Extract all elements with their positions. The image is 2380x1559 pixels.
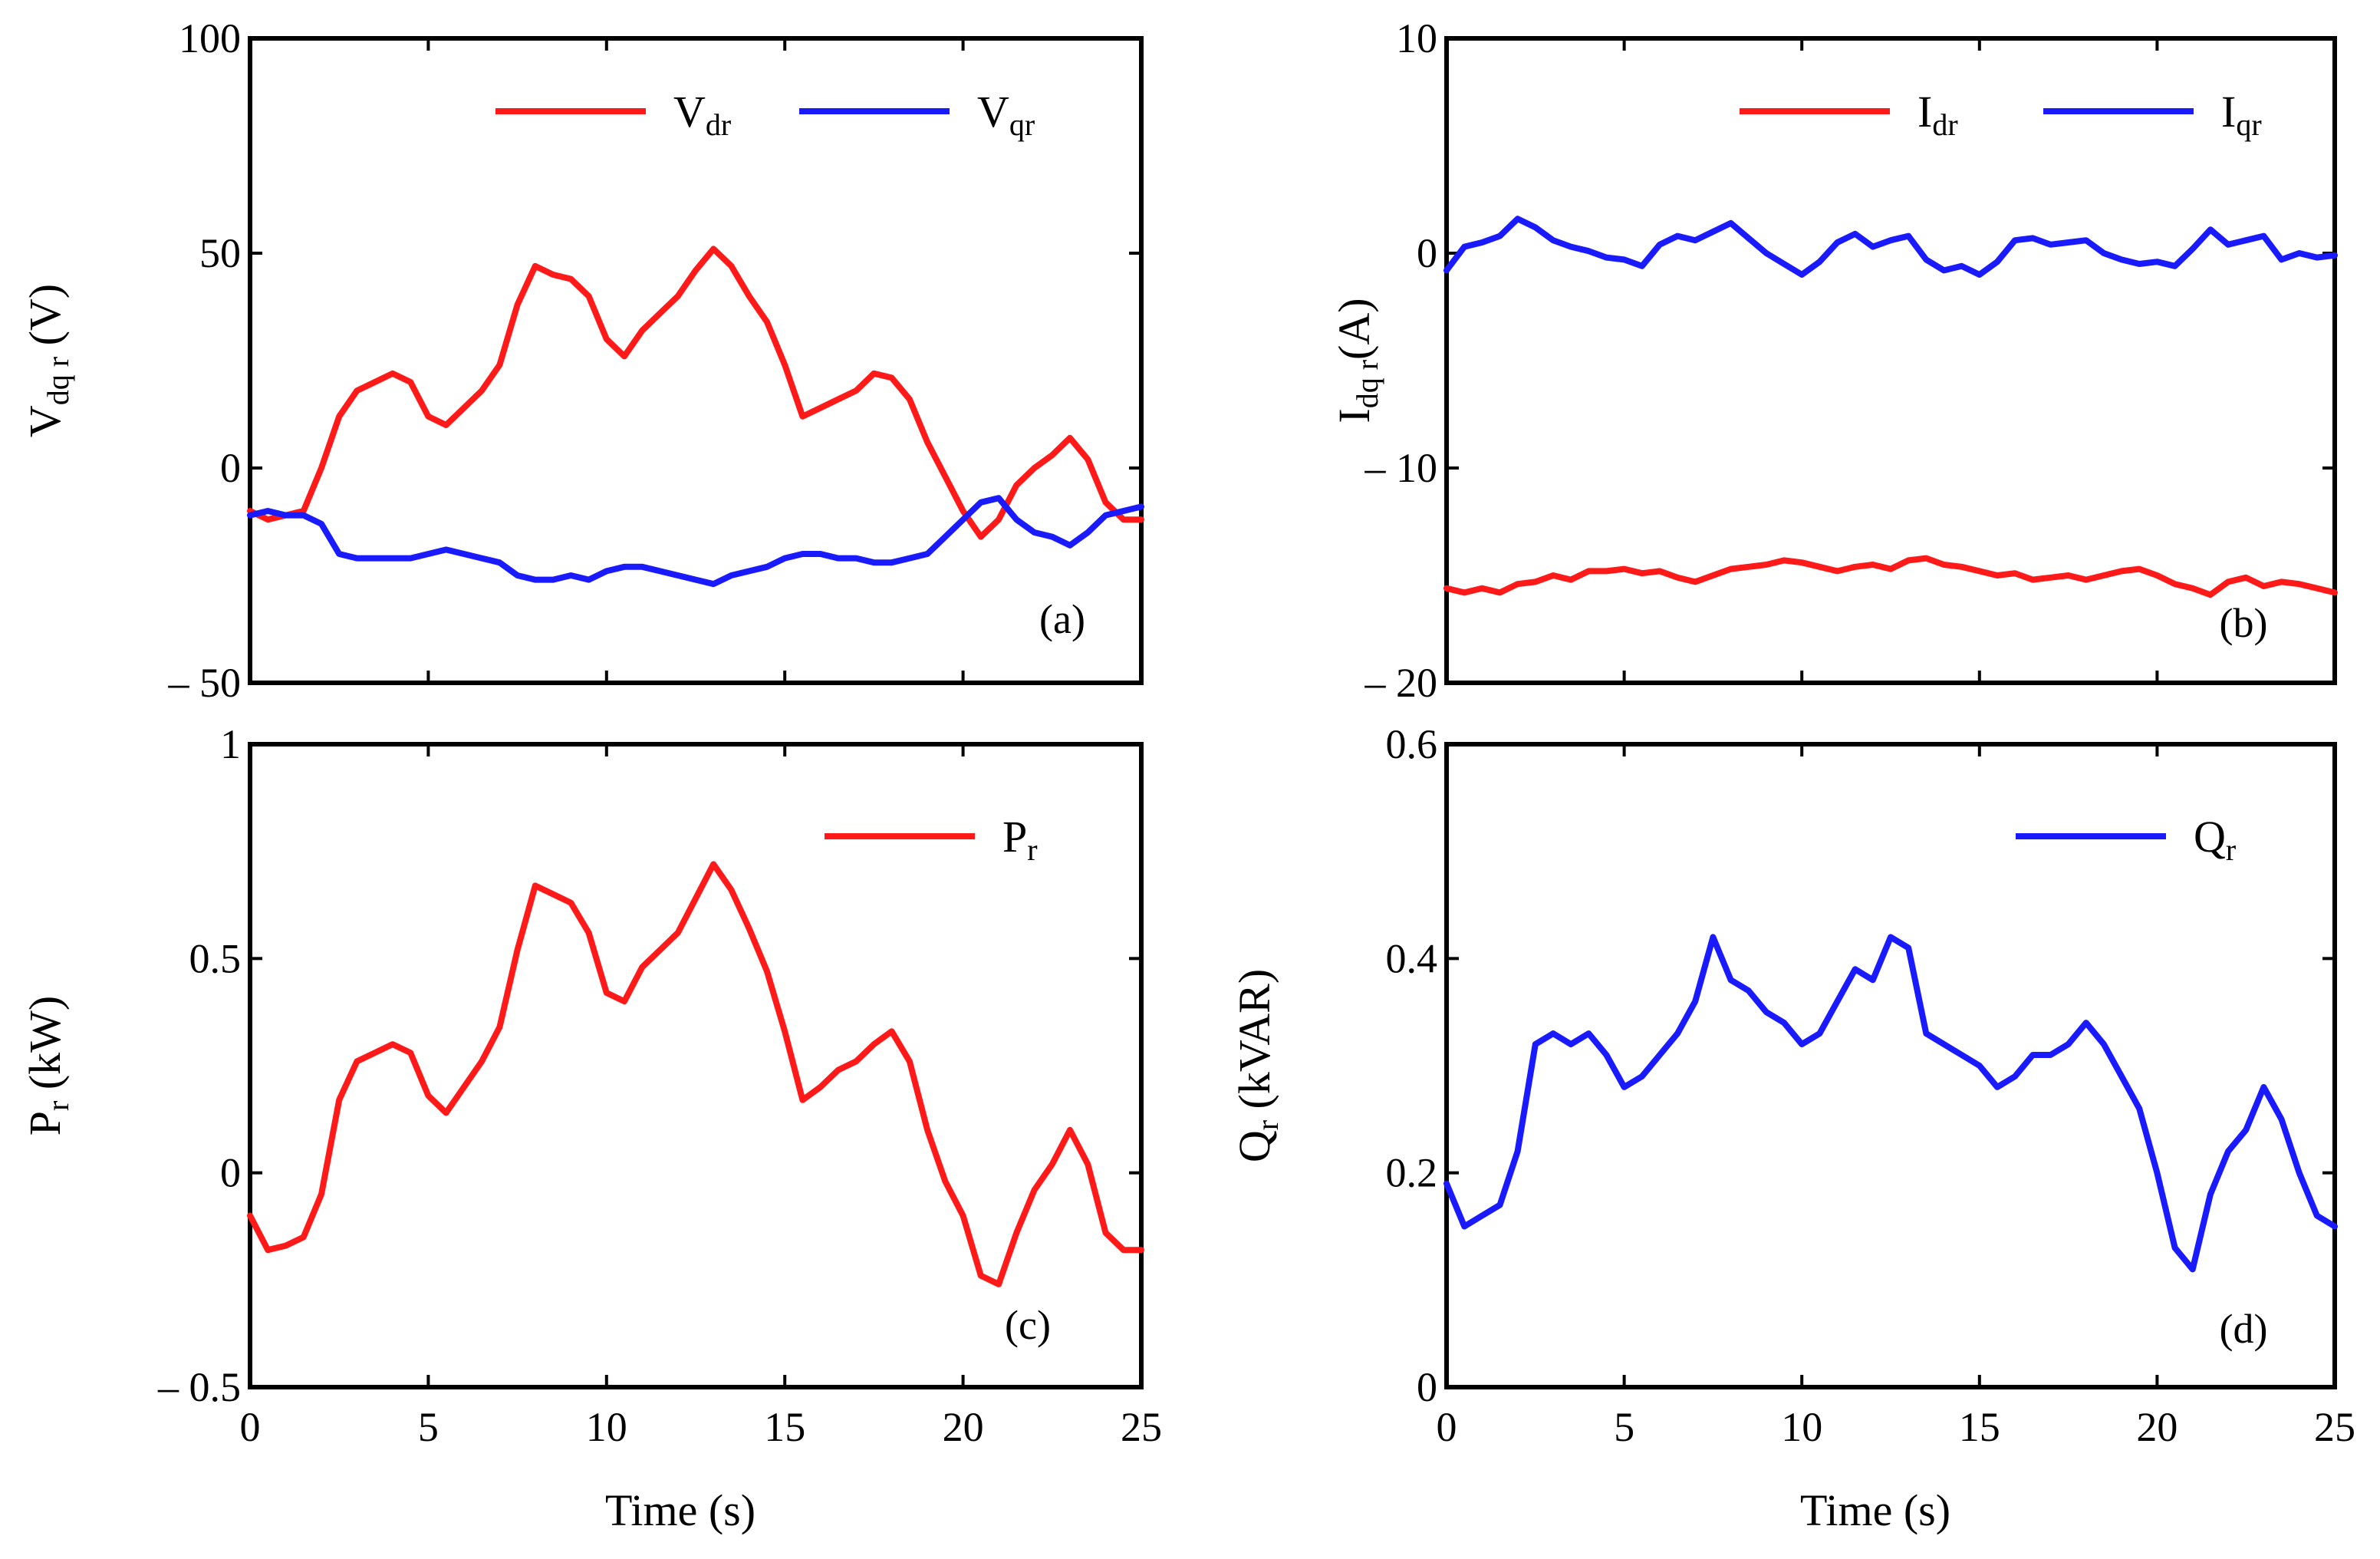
panel-label: (b) xyxy=(2220,600,2268,646)
x-tick-label: 20 xyxy=(943,1404,984,1450)
x-tick-label: 15 xyxy=(1959,1404,2000,1450)
x-tick-label: 10 xyxy=(586,1404,627,1450)
series-line-vqr xyxy=(247,495,1144,588)
axes-frame xyxy=(1444,742,2337,1389)
panel-b: 10 0 – 10 – 20 Idq r(A) Idr Iqr (b) xyxy=(1329,15,2338,706)
panel-label: (a) xyxy=(1039,596,1085,642)
x-tick-label: 25 xyxy=(2314,1404,2355,1450)
series-line-pr xyxy=(247,861,1144,1287)
axes-frame xyxy=(248,36,1144,685)
y-tick-label: 0.4 xyxy=(1386,935,1438,981)
x-tick-label: 25 xyxy=(1121,1404,1162,1450)
legend-entry: Vqr xyxy=(977,87,1035,142)
x-tick-label: 5 xyxy=(418,1404,439,1450)
y-tick-label: – 0.5 xyxy=(157,1364,241,1410)
legend-entry: Qr xyxy=(2194,812,2236,867)
y-axis-label: Qr (kVAR) xyxy=(1230,969,1285,1162)
x-tick-label: 0 xyxy=(240,1404,261,1450)
y-tick-label: 0 xyxy=(1417,230,1437,276)
x-axis-label: Time (s) xyxy=(1800,1485,1950,1535)
x-tick-label: 20 xyxy=(2136,1404,2178,1450)
x-tick-label: 10 xyxy=(1781,1404,1822,1450)
y-tick-label: 0.5 xyxy=(189,935,242,981)
y-tick-label: – 50 xyxy=(168,660,242,706)
panel-a: 100 50 0 – 50 Vdq r (V) Vdr Vqr (a) xyxy=(20,15,1144,706)
series-line-qr xyxy=(1443,934,2338,1273)
panel-label: (c) xyxy=(1005,1302,1051,1348)
y-tick-label: 50 xyxy=(199,230,241,276)
legend-entry: Idr xyxy=(1917,87,1958,142)
y-axis-label: Pr (kW) xyxy=(20,996,75,1135)
y-tick-label: – 10 xyxy=(1364,445,1438,491)
y-tick-label: 0 xyxy=(220,445,241,491)
y-tick-label: 1 xyxy=(220,721,241,767)
y-axis-label: Idq r(A) xyxy=(1329,298,1384,423)
y-tick-label: 0 xyxy=(1417,1364,1437,1410)
series-line-vdr xyxy=(247,246,1144,540)
series-line-idr xyxy=(1443,555,2338,598)
series-line-iqr xyxy=(1443,216,2338,278)
panel-d: 0.6 0.4 0.2 00 5 10 15 20 25 Time (s) Qr (kVAR) Qr (… xyxy=(1230,721,2355,1535)
y-tick-label: 0.2 xyxy=(1386,1150,1438,1196)
legend-entry: Iqr xyxy=(2221,87,2262,142)
y-tick-label: 0 xyxy=(220,1150,241,1196)
legend-entry: Pr xyxy=(1002,812,1038,867)
x-axis-label: Time (s) xyxy=(605,1485,755,1535)
x-tick-label: 0 xyxy=(1437,1404,1457,1450)
axes-frame xyxy=(248,742,1144,1389)
y-axis-label: Vdq r (V) xyxy=(20,284,75,437)
x-tick-label: 5 xyxy=(1614,1404,1634,1450)
axes-frame xyxy=(1444,36,2337,685)
legend-entry: Vdr xyxy=(673,87,731,142)
y-tick-label: 10 xyxy=(1396,15,1437,61)
y-tick-label: – 20 xyxy=(1364,660,1438,706)
y-tick-label: 0.6 xyxy=(1386,721,1438,767)
y-tick-label: 100 xyxy=(179,15,241,61)
x-tick-label: 15 xyxy=(764,1404,805,1450)
panel-label: (d) xyxy=(2220,1306,2268,1352)
